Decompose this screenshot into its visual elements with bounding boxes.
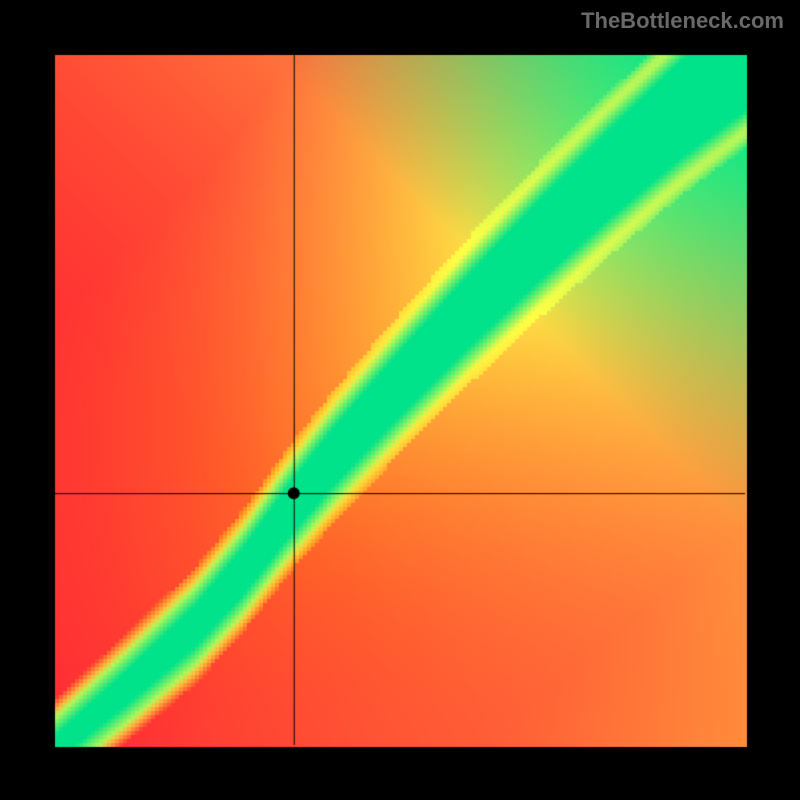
chart-container: TheBottleneck.com xyxy=(0,0,800,800)
watermark-text: TheBottleneck.com xyxy=(581,8,784,34)
bottleneck-heatmap xyxy=(0,0,800,800)
